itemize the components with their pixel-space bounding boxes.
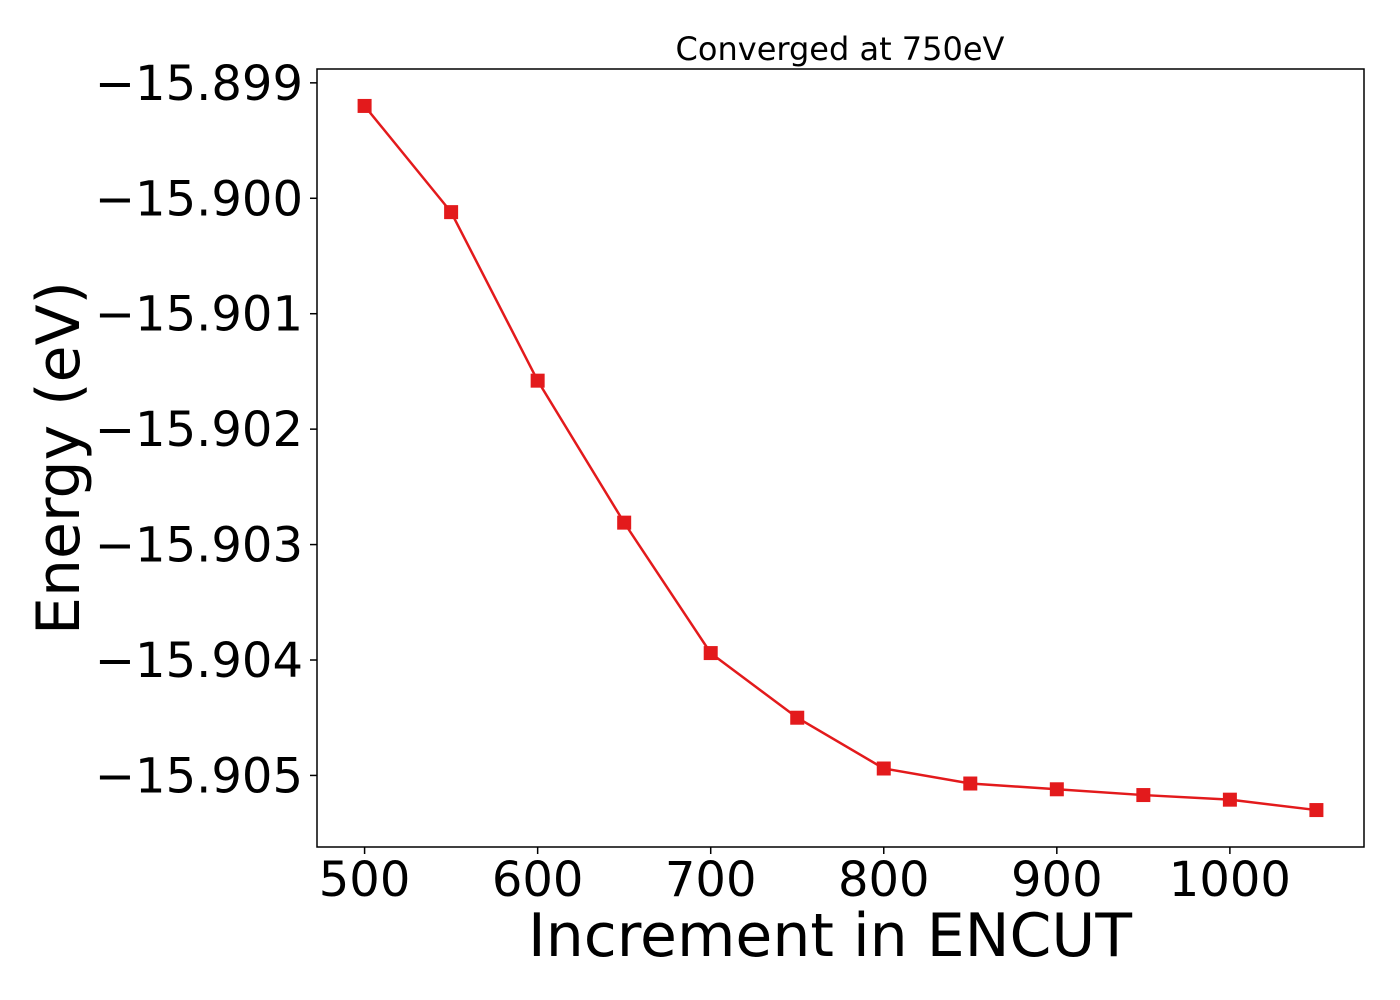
x-tick-label: 500 [319, 852, 411, 908]
x-axis-title: Increment in ENCUT [528, 901, 1132, 971]
x-tick-label: 900 [1011, 852, 1103, 908]
data-point-marker [530, 373, 545, 388]
y-tick-label: −15.901 [95, 287, 303, 343]
x-axis-ticks: 500 600 700 800 900 1000 [319, 847, 1291, 908]
data-point-marker [1222, 792, 1237, 807]
y-tick-label: −15.902 [95, 402, 303, 458]
x-tick-label: 800 [838, 852, 930, 908]
series-line [363, 105, 1317, 812]
y-tick-label: −15.903 [95, 518, 303, 574]
y-axis-title: Energy (eV) [24, 281, 94, 635]
x-tick-label: 1000 [1169, 852, 1291, 908]
x-tick-label: 600 [492, 852, 584, 908]
series-layer [357, 98, 1324, 818]
plot-area [316, 68, 1365, 848]
data-point-marker [357, 98, 372, 113]
x-tick-label: 700 [665, 852, 757, 908]
data-point-marker [444, 205, 459, 220]
y-tick-label: −15.904 [95, 633, 303, 689]
y-tick-label: −15.900 [95, 171, 303, 227]
data-point-marker [1136, 788, 1151, 803]
data-point-marker [963, 776, 978, 791]
y-tick-label: −15.899 [95, 56, 303, 112]
data-point-marker [876, 761, 891, 776]
y-tick-label: −15.905 [95, 748, 303, 804]
data-point-marker [1049, 782, 1064, 797]
data-point-marker [703, 646, 718, 661]
data-point-marker [617, 515, 632, 530]
data-point-marker [790, 710, 805, 725]
chart-title: Converged at 750eV [676, 30, 1005, 68]
y-axis-ticks: −15.899 −15.900 −15.901 −15.902 −15.903 −15.9… [95, 56, 317, 804]
data-point-marker [1309, 803, 1324, 818]
